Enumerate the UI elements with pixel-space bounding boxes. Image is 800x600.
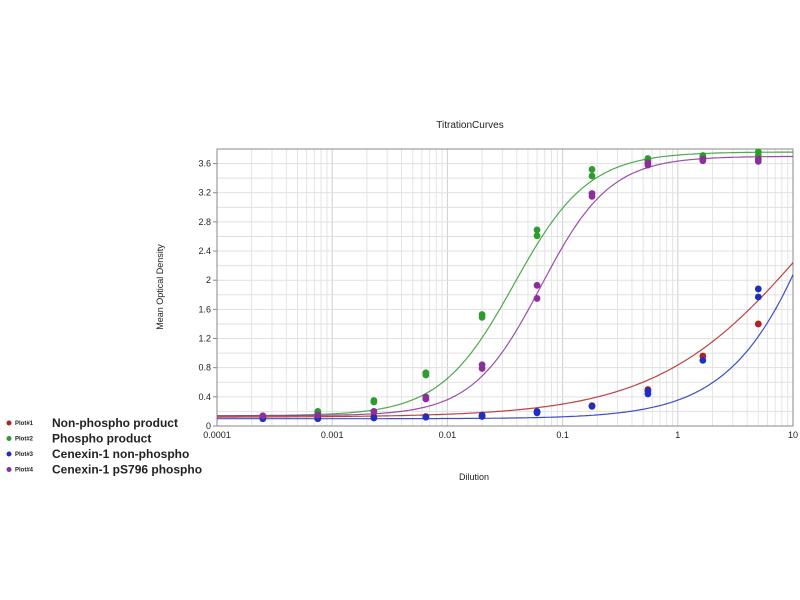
data-point-plot2 (588, 172, 596, 180)
y-tick-label: 0.4 (198, 392, 211, 402)
data-point-plot4 (422, 395, 430, 403)
x-axis-label: Dilution (459, 472, 489, 482)
y-tick-label: 2.8 (198, 217, 211, 227)
data-point-plot4 (370, 408, 378, 415)
x-tick-label: 10 (788, 430, 798, 440)
data-point-plot3 (754, 293, 762, 301)
data-point-plot3 (754, 285, 762, 293)
legend-marker (6, 436, 12, 441)
data-point-plot4 (259, 412, 267, 420)
x-tick-label: 1 (675, 430, 680, 440)
legend-marker (6, 467, 12, 472)
fit-curve-plot4 (217, 155, 793, 417)
legend-marker (6, 420, 12, 426)
data-point-plot1 (754, 320, 762, 328)
data-point-plot2 (370, 398, 378, 406)
data-point-plot2 (422, 371, 430, 379)
y-tick-label: 3.2 (198, 188, 211, 198)
chart-title: TitrationCurves (436, 120, 503, 131)
plot-area-frame (216, 148, 794, 427)
x-tick-label: 0.0001 (203, 430, 231, 440)
data-point-plot2 (478, 313, 486, 321)
y-tick-label: 1.2 (198, 334, 211, 344)
y-tick-label: 1.6 (198, 304, 211, 314)
data-point-plot3 (370, 414, 378, 422)
data-points (259, 148, 762, 423)
legend-tag: Plot#4 (15, 468, 34, 474)
x-tick-label: 0.1 (556, 430, 569, 440)
x-axis-ticks: 0.0001 0.001 0.01 0.1 1 10 (203, 430, 798, 440)
y-tick-label: 2.4 (198, 246, 211, 256)
plot-grid (216, 149, 793, 427)
data-point-plot4 (478, 365, 486, 372)
data-point-plot3 (533, 408, 541, 415)
legend-tag: Plot#2 (15, 437, 34, 443)
data-point-plot4 (588, 192, 596, 200)
fit-curve-plot2 (217, 151, 793, 417)
legend-label: Phospho product (52, 432, 151, 446)
y-tick-label: 3.6 (198, 159, 211, 169)
y-axis-label: Mean Optical Density (155, 244, 165, 330)
legend-marker (6, 451, 12, 457)
data-point-plot3 (478, 411, 486, 419)
fitted-curves (217, 151, 794, 420)
fit-curve-plot1 (217, 262, 794, 418)
y-tick-label: 0.8 (198, 363, 211, 373)
data-point-plot4 (644, 161, 652, 169)
data-point-plot2 (533, 232, 541, 240)
data-point-plot2 (533, 226, 541, 234)
legend-label: Cenexin-1 pS796 phospho (52, 463, 202, 477)
x-tick-label: 0.01 (439, 430, 457, 440)
x-tick-label: 0.001 (321, 430, 344, 440)
y-tick-label: 0 (206, 421, 211, 431)
fit-curve-plot3 (217, 274, 794, 420)
y-tick-label: 2 (206, 275, 211, 285)
data-point-plot4 (754, 157, 762, 165)
data-point-plot4 (533, 295, 541, 302)
legend-tag: Plot#1 (15, 421, 34, 427)
data-point-plot3 (588, 402, 596, 410)
chart-legend: Plot#1 Non-phospho product Plot#2 Phospho p… (6, 416, 202, 477)
y-axis-ticks: 0 0.4 0.8 1.2 1.6 2 2.4 2.8 3.2 3.6 (198, 159, 217, 431)
data-point-plot4 (699, 157, 707, 165)
data-point-plot4 (533, 281, 541, 289)
legend-tag: Plot#3 (15, 452, 34, 458)
data-point-plot2 (588, 166, 596, 173)
data-point-plot3 (422, 413, 430, 421)
legend-label: Non-phospho product (52, 416, 178, 430)
legend-label: Cenexin-1 non-phospho (52, 447, 189, 461)
data-point-plot3 (699, 356, 707, 364)
data-point-plot3 (644, 387, 652, 395)
data-point-plot4 (314, 411, 322, 419)
